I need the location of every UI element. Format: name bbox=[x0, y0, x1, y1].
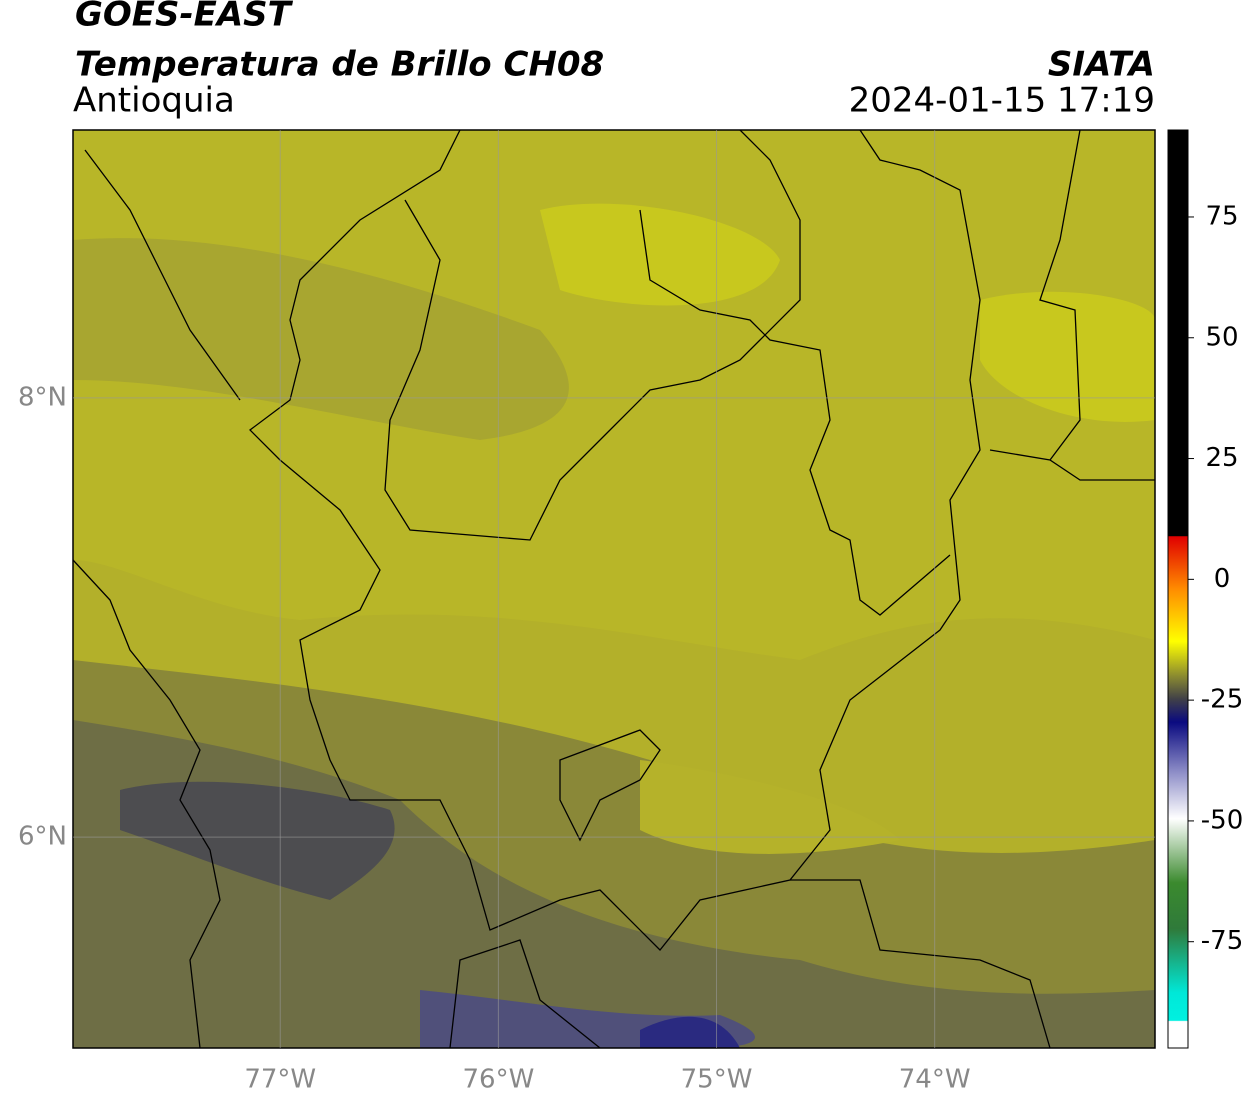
colorbar-tick-label: -25 bbox=[1201, 685, 1243, 715]
source: SIATA bbox=[1048, 45, 1155, 85]
subtitle: Temperatura de Brillo CH08 bbox=[75, 45, 604, 85]
x-tick-label: 76°W bbox=[462, 1065, 534, 1095]
datetime: 2024-01-15 17:19 bbox=[849, 81, 1155, 121]
region: Antioquia bbox=[73, 81, 235, 121]
colorbar-tick-label: -75 bbox=[1201, 926, 1243, 956]
colorbar-tick-label: 50 bbox=[1205, 322, 1238, 352]
x-tick-label: 77°W bbox=[244, 1065, 316, 1095]
y-tick-label: 8°N bbox=[18, 382, 67, 412]
colorbar-tick-label: 75 bbox=[1205, 201, 1238, 231]
colorbar-tick-label: 0 bbox=[1214, 564, 1231, 594]
title: GOES-EAST bbox=[75, 0, 294, 35]
satellite-image bbox=[73, 130, 1155, 1048]
colorbar bbox=[1167, 129, 1189, 1049]
x-tick-label: 75°W bbox=[681, 1065, 753, 1095]
borders bbox=[73, 130, 1155, 1048]
colorbar-tick-label: -50 bbox=[1201, 805, 1243, 835]
x-tick-label: 74°W bbox=[899, 1065, 971, 1095]
y-tick-label: 6°N bbox=[18, 822, 67, 852]
map-frame bbox=[72, 129, 1156, 1049]
colorbar-tick-label: 25 bbox=[1205, 443, 1238, 473]
